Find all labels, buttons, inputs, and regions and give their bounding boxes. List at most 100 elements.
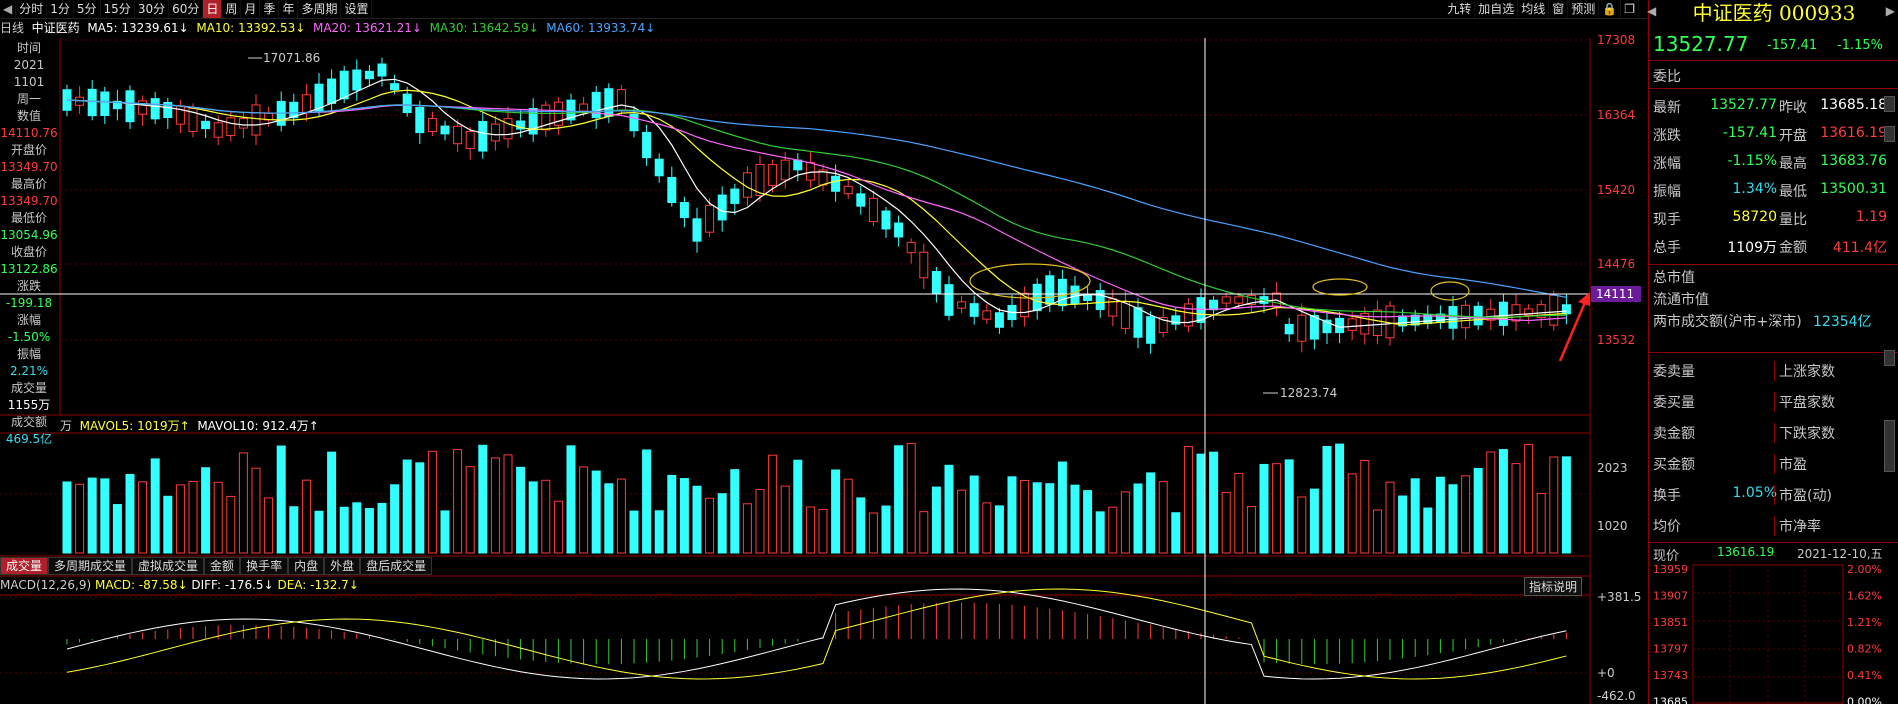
ma5-legend: MA5: 13239.61↓: [87, 21, 189, 35]
indicator-tab[interactable]: 内盘: [288, 557, 325, 575]
prev-icon[interactable]: ◀: [1647, 4, 1657, 18]
period-tab[interactable]: 60分: [169, 0, 204, 18]
macd-legend: MACD(12,26,9) MACD: -87.58↓ DIFF: -176.5…: [0, 578, 359, 592]
quote-value: 13616.19: [1820, 125, 1887, 141]
volume-bar: [1448, 484, 1458, 554]
volume-bar: [969, 475, 979, 554]
value: 14110.76: [0, 126, 58, 140]
add-watchlist-button[interactable]: 加自选: [1475, 0, 1519, 18]
volume-bar: [894, 445, 904, 554]
candle: [793, 159, 803, 171]
macd-label: MACD(12,26,9): [0, 578, 92, 592]
candle: [1221, 296, 1231, 304]
stat-label: 市盈(动): [1774, 485, 1832, 505]
ma20-legend: MA20: 13621.21↓: [312, 21, 422, 35]
volume-bar: [364, 508, 374, 554]
quote-row: 总手 1109万 金额 411.4亿: [1649, 232, 1889, 260]
indicator-tab[interactable]: 外盘: [324, 557, 361, 575]
indicator-tab[interactable]: 盘后成交量: [360, 557, 433, 575]
period-tab[interactable]: 日: [203, 0, 223, 18]
indicator-help-button[interactable]: 指标说明: [1524, 577, 1583, 596]
close-label: 收盘价: [10, 245, 47, 259]
quote-title: 中证医药 000933: [1692, 1, 1856, 25]
quote-label: 最新: [1653, 100, 1681, 116]
vertical-scrollbar[interactable]: [1884, 420, 1895, 472]
candle: [150, 98, 160, 120]
period-tab[interactable]: 季: [260, 0, 280, 18]
period-tab[interactable]: 周: [222, 0, 242, 18]
candle: [465, 131, 475, 149]
indicator-tab[interactable]: 金额: [204, 557, 241, 575]
ma60-legend: MA60: 13933.74↓: [546, 21, 656, 35]
period-tab[interactable]: 5分: [74, 0, 101, 18]
period-tab[interactable]: 15分: [101, 0, 135, 18]
period-tab[interactable]: 30分: [135, 0, 170, 18]
candle: [327, 78, 337, 104]
highlight-ellipse: [969, 263, 1091, 299]
ma30-legend: MA30: 13642.59↓: [429, 21, 539, 35]
forecast-button[interactable]: 预测: [1568, 0, 1600, 18]
mini-right-tick: 0.00%: [1847, 696, 1882, 704]
candle: [112, 100, 122, 110]
mini-left-tick: 13851: [1653, 616, 1688, 629]
volume-bar: [1536, 492, 1546, 554]
candle: [957, 301, 967, 309]
candle: [982, 310, 992, 320]
period-tab[interactable]: 分时: [16, 0, 48, 18]
indicator-tab[interactable]: 虚拟成交量: [132, 557, 205, 575]
indicator-tab[interactable]: 换手率: [240, 557, 289, 575]
window-button[interactable]: 窗: [1549, 0, 1569, 18]
quote-row: 最新 13527.77 昨收 13685.18: [1649, 92, 1889, 120]
dea-value: DEA: -132.7↓: [277, 578, 359, 592]
period-tab[interactable]: 1分: [47, 0, 74, 18]
candle: [944, 284, 954, 316]
volume-bar: [1410, 478, 1420, 554]
candle: [415, 106, 425, 134]
quote-row: 现手 58720 量比 1.19: [1649, 204, 1889, 232]
next-icon[interactable]: ▶: [1885, 4, 1895, 18]
indicator-tab[interactable]: 成交量: [0, 557, 49, 575]
candle: [478, 120, 488, 152]
ma-lines-button[interactable]: 均线: [1518, 0, 1550, 18]
quote-pct: -1.15%: [1837, 38, 1883, 53]
period-tab[interactable]: 设置: [341, 0, 373, 18]
candle: [251, 104, 261, 136]
candle: [894, 222, 904, 238]
candle: [1070, 285, 1080, 305]
candle: [717, 194, 727, 221]
stat-label: 买金额: [1653, 457, 1695, 473]
candle: [453, 125, 463, 145]
scroll-indicator[interactable]: [1884, 350, 1895, 366]
nine-turn-button[interactable]: 九转: [1444, 0, 1476, 18]
volume-bar: [654, 510, 664, 554]
float-cap-label: 流通市值: [1653, 292, 1709, 308]
quote-label: 涨幅: [1653, 156, 1681, 172]
stat-row: 委买量 平盘家数: [1649, 387, 1889, 415]
volume-tick: 2023: [1597, 461, 1628, 475]
mini-right-tick: 2.00%: [1847, 563, 1882, 576]
candle: [213, 122, 223, 138]
volume-bar: [1360, 459, 1370, 554]
quote-value: 1.19: [1855, 209, 1887, 225]
back-icon[interactable]: ◀: [0, 0, 17, 18]
volume-bar: [251, 467, 261, 554]
lock-icon[interactable]: 🔒: [1599, 0, 1622, 18]
scroll-indicator[interactable]: [1884, 126, 1895, 142]
volume-bar: [276, 445, 286, 554]
quote-price: 13527.77: [1653, 32, 1749, 56]
mini-left-tick: 13907: [1653, 590, 1688, 603]
candle: [1146, 316, 1156, 344]
scroll-indicator[interactable]: [1884, 96, 1895, 112]
indicator-tab[interactable]: 多周期成交量: [48, 557, 133, 575]
mini-left-tick: 13685: [1653, 696, 1688, 704]
kline-chart[interactable]: 17071.86 12823.74 17308 16364 15420 1447…: [0, 0, 1648, 704]
change-value: -199.18: [5, 296, 53, 310]
quote-value: 411.4亿: [1832, 240, 1887, 256]
quote-label: 总手: [1653, 240, 1681, 256]
period-tab[interactable]: 月: [241, 0, 261, 18]
period-tab[interactable]: 年: [279, 0, 299, 18]
restore-icon[interactable]: ❐: [1621, 0, 1639, 18]
volume-bar: [213, 481, 223, 554]
candle: [1057, 278, 1067, 307]
period-tab[interactable]: 多周期: [298, 0, 342, 18]
